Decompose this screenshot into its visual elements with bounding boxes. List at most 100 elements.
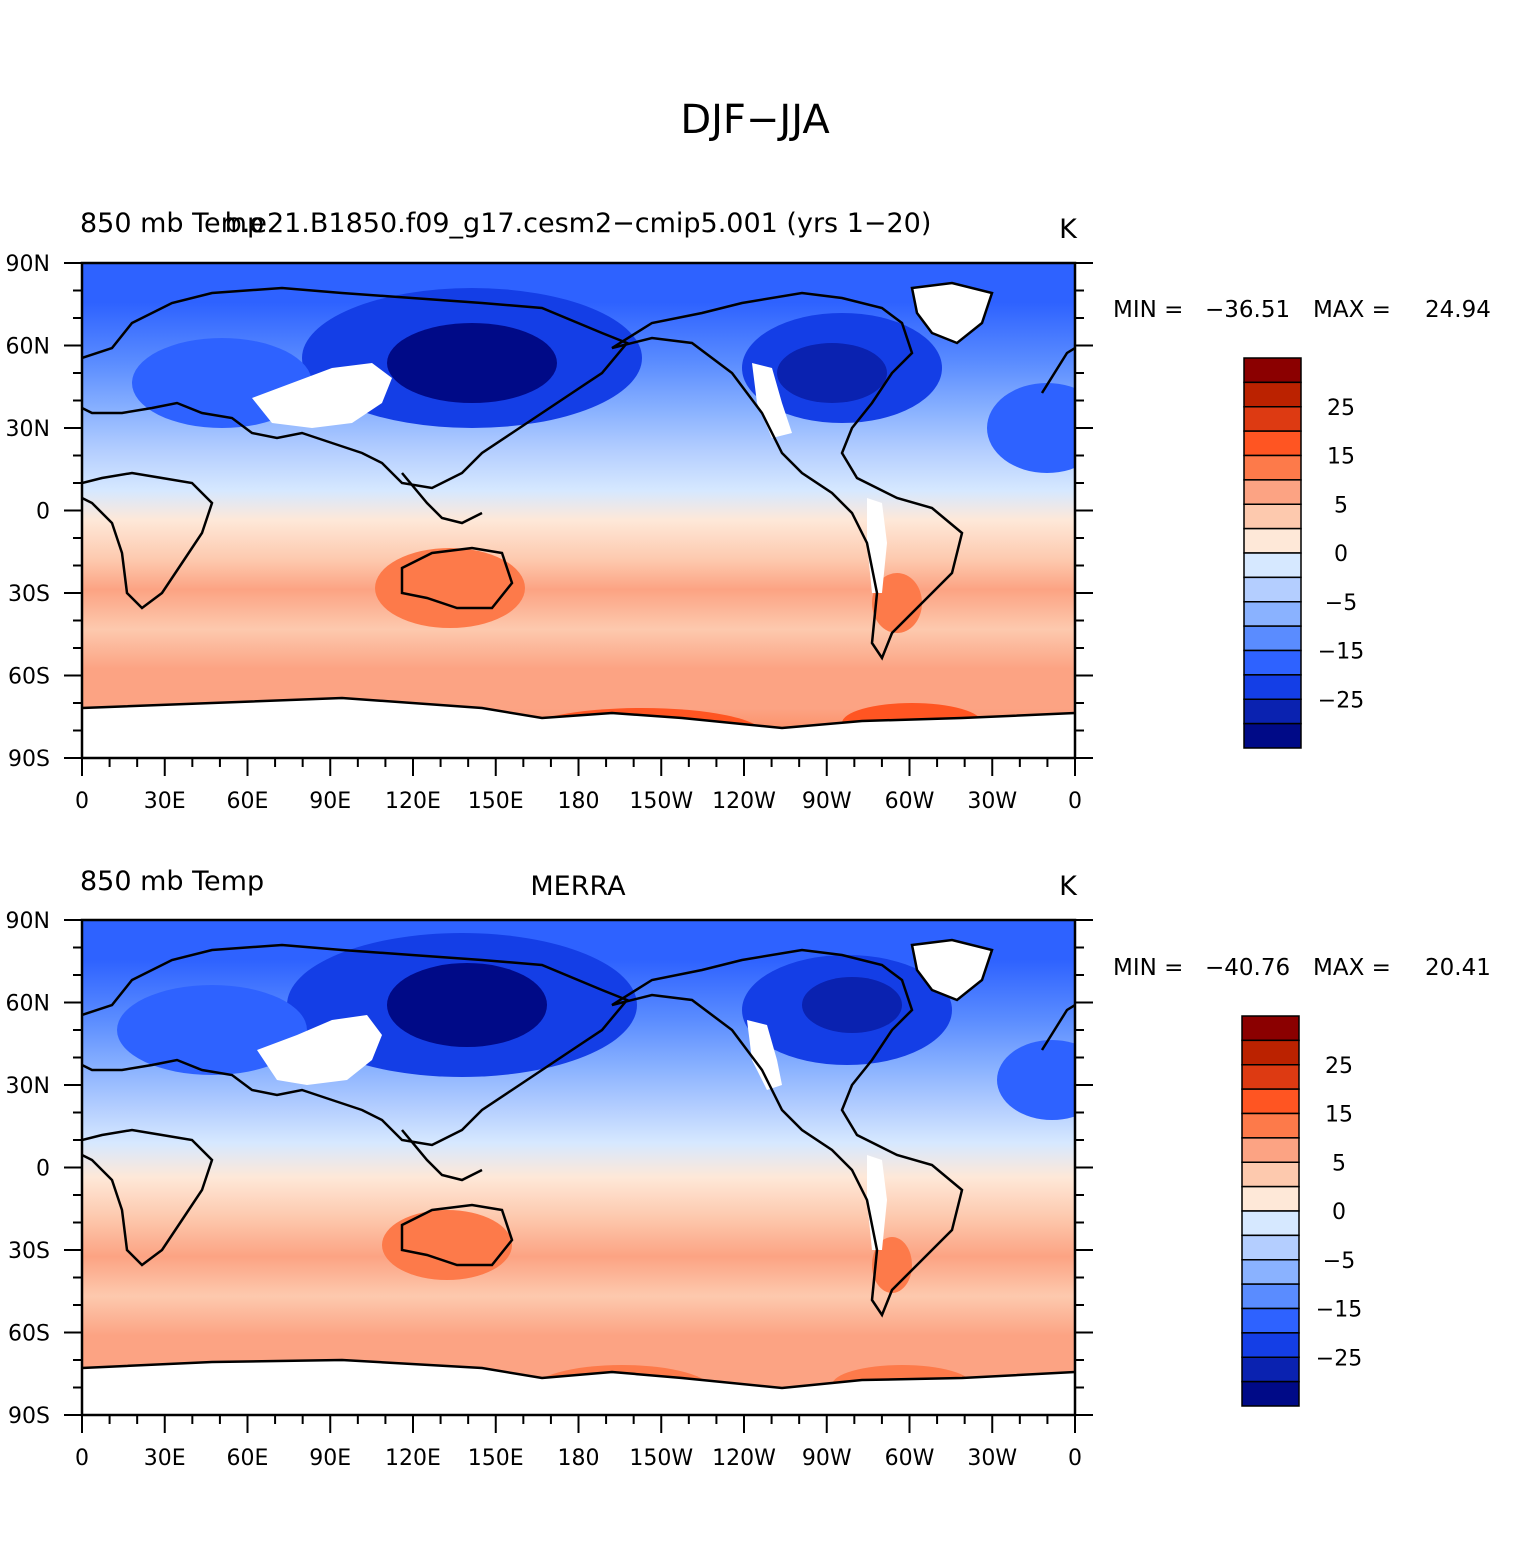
colorbar-box [1241,1088,1300,1115]
colorbar-box [1243,674,1302,700]
colorbar-tick-label: −5 [1323,1249,1355,1274]
rockies-mask [747,1020,782,1090]
colorbar-box [1243,527,1302,554]
colorbar-tick-label: −15 [1316,1298,1362,1323]
colorbar-box [1241,1039,1300,1066]
map-ticks [64,262,1093,776]
lon-tick-label: 120W [712,789,776,814]
antarctica-mask [82,698,1075,758]
colorbar-box [1241,1307,1300,1334]
lon-tick-label: 30E [144,1446,186,1471]
tibet-mask [257,1015,382,1085]
colorbar-box [1241,1259,1300,1285]
colorbar-box [1243,503,1302,530]
lon-axis-labels: 0 30E 60E 90E 120E 150E 180 150W 120W 90W 60W 30W 0 [75,789,1082,814]
lon-tick-label: 150W [629,789,693,814]
colorbar-tick-label: −25 [1318,688,1364,713]
colorbar-box [1243,357,1302,384]
coastlines [82,938,1075,1390]
colorbar-tick-label: 0 [1334,542,1348,567]
colorbar-tick-label: 15 [1325,1103,1353,1128]
north-america-extreme-core [777,343,887,403]
colorbar-box [1243,406,1302,432]
colorbar-tick-label: −15 [1318,640,1364,665]
colorbar-box [1243,722,1302,749]
lon-tick-label: 150E [468,1446,524,1471]
lat-tick-label: 60S [8,665,50,690]
colorbar-box [1241,1210,1300,1237]
panel-merra: 850 mb Temp MERRA K [6,866,1491,1471]
lon-tick-label: 0 [75,789,89,814]
lon-tick-label: 180 [558,789,600,814]
colorbar-tick-label: 25 [1327,396,1355,421]
colorbar-box [1241,1137,1300,1163]
lon-tick-label: 0 [1068,789,1082,814]
rockies-mask [752,363,792,438]
lat-tick-label: 30S [8,582,50,607]
north-america-extreme-core [802,977,902,1033]
colorbar-box [1243,576,1302,603]
colorbar-box [1243,601,1302,627]
lat-tick-label: 30N [6,417,50,442]
colorbar-box [1241,1356,1300,1383]
lon-tick-label: 150E [468,789,524,814]
colorbar-box [1243,430,1302,457]
north-atlantic-cold [997,1040,1075,1120]
colorbar-box [1241,1112,1300,1139]
lon-tick-label: 60W [885,1446,935,1471]
colorbar-tick-label: 15 [1327,445,1355,470]
panel-model: 850 mb Temp b.e21.B1850.f09_g17.cesm2−cm… [6,208,1491,814]
colorbar-tick-label: 5 [1332,1151,1346,1176]
lat-tick-label: 30N [6,1074,50,1099]
colorbar-box [1241,1380,1300,1407]
south-america-warm [872,573,922,633]
min-label: MIN = [1113,297,1183,323]
lat-tick-label: 0 [36,500,50,525]
antarctica-mask [82,1360,1075,1415]
australia-warm-core [382,1210,512,1280]
figure-title: DJF−JJA [680,97,830,143]
greenland-mask [912,940,992,1000]
lon-tick-label: 30W [967,1446,1017,1471]
panel-left-label: 850 mb Temp [80,208,264,239]
colorbar-box [1243,479,1302,505]
panel-units: K [1059,214,1078,245]
panel-center-label: MERRA [530,871,626,902]
siberia-extreme-core [387,323,557,403]
colorbar: 25 15 5 0 −5 −15 −25 [1243,357,1364,749]
min-value: −36.51 [1205,297,1290,323]
max-label: MAX = [1313,297,1391,323]
colorbar-box [1241,1283,1300,1310]
lon-tick-label: 90E [309,1446,351,1471]
colorbar-box [1243,698,1302,725]
colorbar-box [1243,552,1302,579]
lon-tick-label: 60E [227,789,269,814]
lat-tick-label: 30S [8,1239,50,1264]
colorbar-tick-label: 5 [1334,493,1348,518]
max-label: MAX = [1313,955,1391,981]
lon-tick-label: 30E [144,789,186,814]
colorbar-box [1241,1161,1300,1188]
lon-tick-label: 90W [802,789,852,814]
panel-units: K [1059,871,1078,902]
tibet-mask [252,363,392,428]
lat-tick-label: 90N [6,909,50,934]
lat-tick-label: 60N [6,992,50,1017]
australia-warm-core [375,548,525,628]
colorbar-tick-label: −25 [1316,1346,1362,1371]
map-ticks [64,919,1093,1433]
colorbar: 25 15 5 0 −5 −15 −25 [1241,1015,1362,1407]
lon-tick-label: 60W [885,789,935,814]
colorbar-box [1241,1185,1300,1212]
min-value: −40.76 [1205,955,1290,981]
colorbar-tick-label: 0 [1332,1200,1346,1225]
colorbar-box [1241,1015,1300,1042]
lat-tick-label: 90S [8,747,50,772]
map-plot: 90N 60N 30N 0 30S 60S 90S 0 30E 60E 90E 120E 150E 18… [6,252,1093,814]
greenland-mask [912,283,992,343]
lon-tick-label: 0 [75,1446,89,1471]
panel-left-label: 850 mb Temp [80,866,264,897]
colorbar-box [1241,1234,1300,1261]
lat-tick-label: 60S [8,1322,50,1347]
